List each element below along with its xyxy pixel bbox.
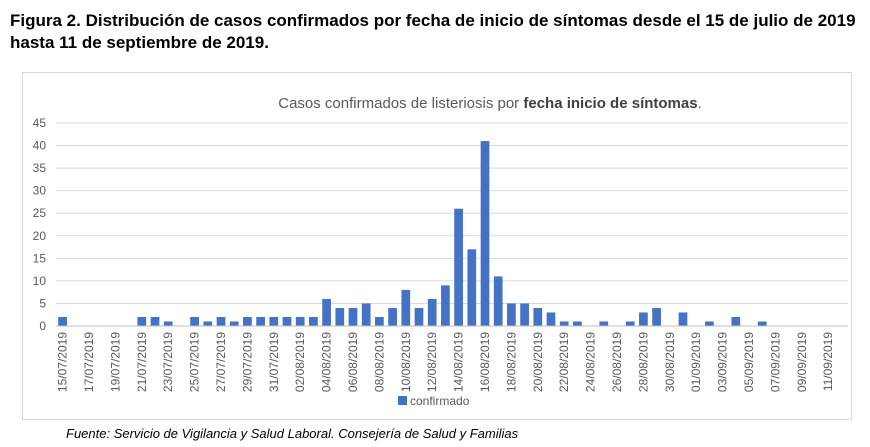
bar: [625, 321, 635, 326]
x-tick-label: 12/08/2019: [425, 332, 439, 392]
bar: [361, 303, 371, 326]
bar: [731, 316, 741, 326]
x-tick-label: 01/09/2019: [689, 332, 703, 392]
bar: [216, 316, 226, 326]
bar: [322, 298, 331, 326]
figure-title: Figura 2. Distribución de casos confirma…: [10, 11, 856, 52]
x-tick-label: 11/09/2019: [821, 332, 835, 391]
bar: [150, 316, 160, 326]
bar: [282, 316, 292, 326]
x-tick-label: 18/08/2019: [504, 332, 518, 392]
bar: [507, 303, 516, 326]
x-tick-label: 02/08/2019: [293, 332, 307, 392]
bar: [295, 316, 305, 326]
y-tick-label: 10: [33, 274, 47, 288]
bar: [546, 312, 556, 326]
y-tick-label: 35: [33, 161, 47, 175]
bar: [454, 208, 463, 326]
bar: [388, 307, 397, 326]
bar: [441, 285, 450, 326]
y-axis-ticks: 0 5 10 15 20 25 30 35 40 45: [33, 116, 47, 333]
x-tick-label: 25/07/2019: [188, 332, 202, 392]
x-axis-ticks: 15/07/2019 17/07/2019 19/07/2019 21/07/2019…: [56, 332, 836, 392]
x-tick-label: 17/07/2019: [82, 332, 96, 392]
x-tick-label: 28/08/2019: [636, 332, 650, 392]
bar: [427, 298, 437, 326]
bar: [573, 321, 582, 326]
x-tick-label: 09/09/2019: [795, 332, 809, 392]
y-tick-label: 15: [33, 251, 47, 265]
bar: [533, 307, 543, 326]
bar: [520, 303, 529, 326]
gridlines: [56, 122, 848, 304]
bar: [757, 321, 767, 326]
x-tick-label: 03/09/2019: [716, 332, 730, 392]
bar: [559, 321, 569, 326]
chart-title: Casos confirmados de listeriosis por fec…: [278, 95, 702, 112]
legend-swatch: [398, 396, 407, 405]
y-tick-label: 45: [33, 116, 47, 130]
bar: [493, 276, 503, 326]
bar: [309, 316, 318, 326]
x-tick-label: 04/08/2019: [320, 332, 334, 392]
x-tick-label: 22/08/2019: [557, 332, 571, 392]
x-tick-label: 06/08/2019: [346, 332, 360, 392]
bar: [229, 321, 239, 326]
bar: [190, 316, 199, 326]
chart-frame: [22, 72, 852, 420]
legend: confirmado: [398, 394, 470, 408]
figure-source: Fuente: Servicio de Vigilancia y Salud L…: [66, 426, 519, 441]
bar: [414, 307, 424, 326]
y-tick-label: 40: [33, 139, 47, 153]
bar-series: [58, 141, 767, 326]
bar: [203, 321, 213, 326]
bar: [256, 316, 265, 326]
x-tick-label: 10/08/2019: [399, 332, 413, 392]
bar: [599, 321, 609, 326]
x-tick-label: 27/07/2019: [214, 332, 228, 392]
bar: [243, 316, 252, 326]
bar: [652, 307, 661, 326]
x-tick-label: 07/09/2019: [768, 332, 782, 392]
bar: [348, 307, 358, 326]
bar: [401, 289, 411, 326]
x-tick-label: 20/08/2019: [531, 332, 545, 392]
x-tick-label: 15/07/2019: [56, 332, 70, 392]
x-tick-label: 30/08/2019: [663, 332, 677, 392]
bar: [480, 141, 490, 326]
bar: [467, 249, 477, 326]
bar: [639, 312, 648, 326]
x-tick-label: 24/08/2019: [584, 332, 598, 392]
bar: [375, 316, 384, 326]
y-tick-label: 20: [33, 229, 47, 243]
bar: [705, 321, 714, 326]
bar: [678, 312, 688, 326]
y-tick-label: 0: [39, 319, 46, 333]
bar: [269, 316, 279, 326]
y-tick-label: 30: [33, 184, 47, 198]
x-tick-label: 08/08/2019: [372, 332, 386, 392]
x-tick-label: 31/07/2019: [267, 332, 281, 392]
x-tick-label: 14/08/2019: [452, 332, 466, 392]
bar: [58, 316, 67, 326]
bar: [137, 316, 147, 326]
bar: [163, 321, 173, 326]
x-tick-label: 29/07/2019: [240, 332, 254, 392]
x-tick-label: 26/08/2019: [610, 332, 624, 392]
x-tick-label: 19/07/2019: [108, 332, 122, 392]
legend-label: confirmado: [410, 394, 470, 408]
x-tick-label: 21/07/2019: [135, 332, 149, 392]
y-tick-label: 5: [39, 296, 46, 310]
y-tick-label: 25: [33, 206, 47, 220]
bar: [335, 307, 345, 326]
x-tick-label: 16/08/2019: [478, 332, 492, 392]
x-tick-label: 05/09/2019: [742, 332, 756, 392]
x-tick-label: 23/07/2019: [161, 332, 175, 392]
